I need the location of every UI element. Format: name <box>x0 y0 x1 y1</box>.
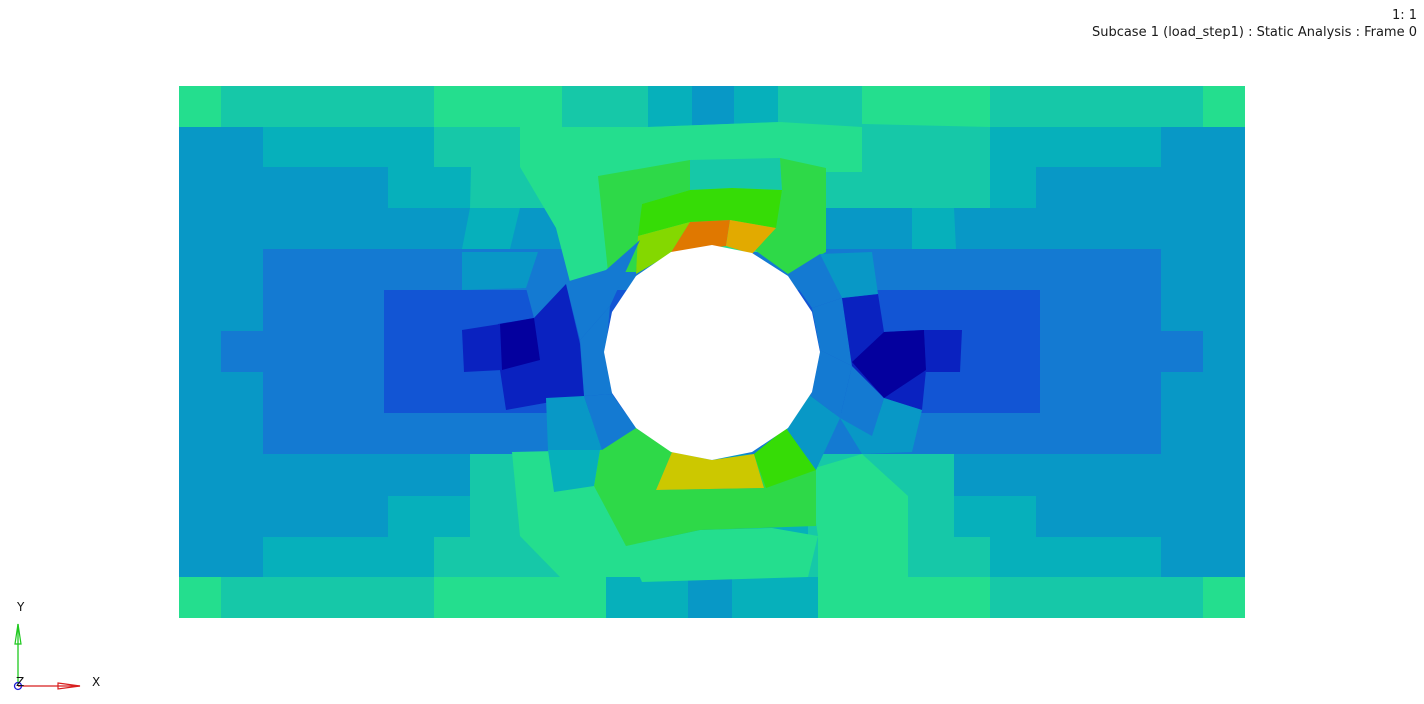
plate-band <box>548 450 600 492</box>
plate-band <box>752 158 826 274</box>
plate-band <box>584 394 636 450</box>
plate-band <box>434 577 606 618</box>
zoom-ratio: 1: 1 <box>1391 8 1417 23</box>
plate-band <box>462 208 520 249</box>
plate-band <box>498 284 584 410</box>
plate-band <box>179 86 221 127</box>
plate-band <box>1203 577 1245 618</box>
plate-band <box>526 254 566 318</box>
x-axis-label: X <box>92 675 100 689</box>
plate-band <box>808 454 908 577</box>
plate-band <box>462 252 538 290</box>
plate-band <box>924 330 962 372</box>
coordinate-triad: Y Z X <box>13 600 100 691</box>
plate-band <box>688 577 732 618</box>
plate-band <box>434 86 562 127</box>
subcase-title: Subcase 1 (load_step1) : Static Analysis… <box>1091 25 1417 40</box>
plate-band <box>670 220 730 254</box>
plate-band <box>500 318 540 370</box>
plate-band <box>754 428 816 488</box>
plate-band <box>1203 86 1245 127</box>
plate-band <box>656 452 764 490</box>
z-axis-icon <box>13 681 23 691</box>
plate-band <box>692 86 734 127</box>
plate-band <box>912 208 956 249</box>
plate-band <box>862 86 990 127</box>
plate-band <box>566 240 640 340</box>
plate-band <box>179 577 221 618</box>
y-axis-arrow-icon <box>14 623 22 645</box>
plate-band <box>820 252 878 298</box>
plate-band <box>788 254 842 308</box>
plate-band <box>636 222 690 274</box>
plate-band <box>852 330 926 398</box>
viewport-info: 1: 1 Subcase 1 (load_step1) : Static Ana… <box>1092 7 1417 41</box>
plate-band <box>462 324 502 372</box>
plate-band <box>840 398 922 454</box>
plate-band <box>726 220 776 254</box>
plate-band <box>580 306 612 396</box>
plate-band <box>786 394 840 470</box>
plate-band <box>812 298 852 366</box>
plate-band <box>626 528 818 582</box>
plate-band <box>598 160 690 272</box>
plate-band <box>546 396 602 450</box>
z-axis-label: Z <box>16 675 24 689</box>
plate-band <box>690 158 782 190</box>
y-axis-label: Y <box>16 600 25 614</box>
plate-band <box>818 577 990 618</box>
plate-hole <box>604 245 820 460</box>
plate-band <box>808 350 852 418</box>
plate-band <box>638 188 782 236</box>
x-axis-arrow-icon <box>57 682 81 690</box>
plate-band <box>840 366 884 436</box>
